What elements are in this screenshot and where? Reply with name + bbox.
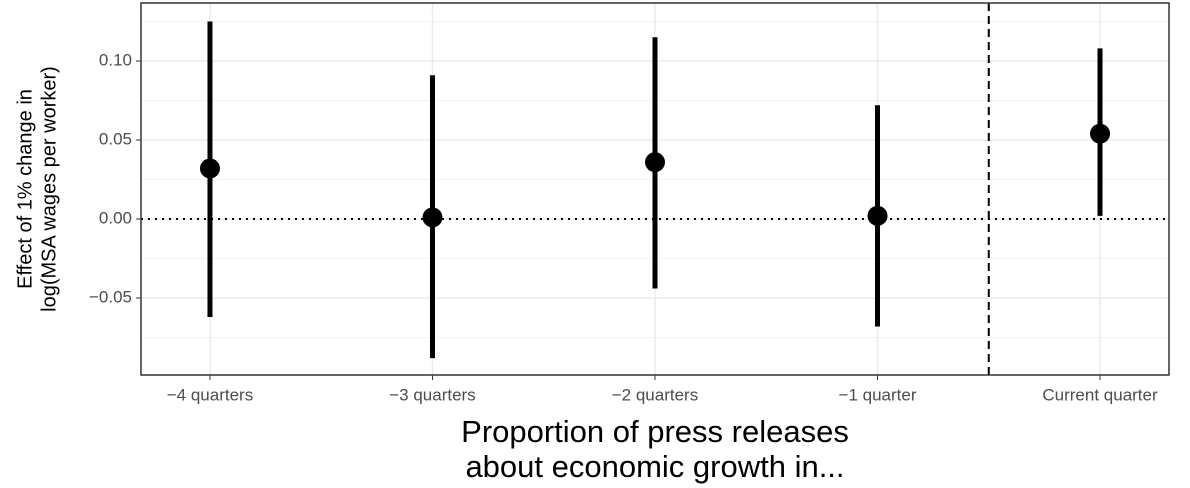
x-tick-label: −4 quarters bbox=[167, 385, 253, 404]
y-axis-title: Effect of 1% change in bbox=[14, 89, 36, 289]
y-axis-title: log(MSA wages per worker) bbox=[38, 66, 60, 312]
x-tick-label: −3 quarters bbox=[389, 385, 475, 404]
point bbox=[645, 152, 665, 173]
point bbox=[867, 205, 888, 226]
x-axis-title: Proportion of press releases bbox=[461, 414, 849, 449]
y-tick-label: 0.10 bbox=[99, 50, 132, 69]
x-tick-label: −2 quarters bbox=[612, 385, 698, 404]
point bbox=[422, 207, 443, 228]
y-tick-label: 0.00 bbox=[99, 209, 132, 228]
x-axis-title: about economic growth in... bbox=[465, 449, 844, 484]
point bbox=[199, 158, 220, 179]
x-tick-label: Current quarter bbox=[1042, 385, 1158, 404]
x-tick-label: −1 quarter bbox=[839, 385, 917, 404]
panel-border bbox=[140, 2, 1170, 376]
point bbox=[1090, 123, 1111, 144]
y-tick-label: 0.05 bbox=[99, 129, 132, 148]
y-tick-label: −0.05 bbox=[89, 288, 132, 307]
